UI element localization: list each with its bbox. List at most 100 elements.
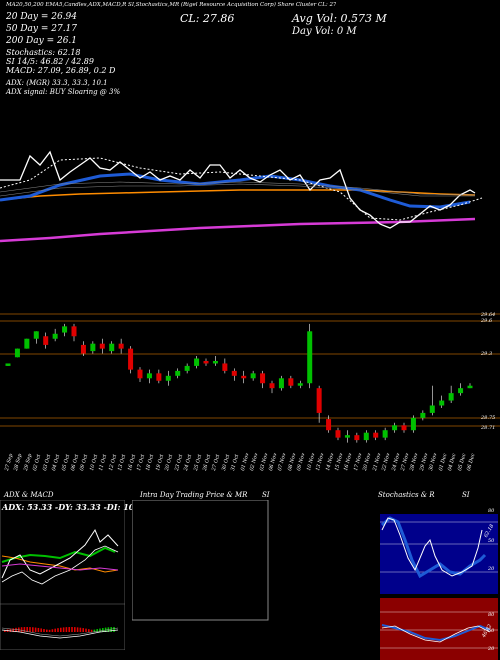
candle-body: [392, 425, 398, 431]
rsi-blue-line: [381, 624, 491, 642]
candle-body: [52, 333, 58, 339]
price-line: [0, 150, 476, 229]
candle-body: [269, 383, 275, 389]
macd-bar: [102, 628, 104, 632]
candle-body: [410, 417, 416, 431]
macd-bar: [12, 628, 14, 632]
candle-body: [241, 375, 247, 379]
candle-body: [14, 348, 20, 358]
macd-bar: [4, 630, 6, 632]
candle-body: [448, 393, 454, 401]
macd-bar: [74, 627, 76, 632]
macd-bar: [23, 627, 26, 632]
ma200-line: [0, 217, 476, 243]
intraday-panel: [132, 500, 269, 621]
macd-bar: [71, 627, 73, 632]
candle-body: [373, 432, 379, 438]
candle-body: [288, 378, 294, 386]
price-level-low1: 28.75: [481, 415, 496, 421]
candle-body: [165, 375, 171, 381]
candle-body: [128, 348, 134, 370]
adx-white-line: [1, 528, 119, 579]
candle-body: [222, 363, 228, 371]
candle-body: [326, 419, 332, 431]
macd-bar: [68, 627, 70, 632]
intraday-frame: [132, 500, 269, 621]
adx-label: ADX: (MGR) 33.3, 33.3, 10.1: [6, 79, 108, 87]
macd-bar: [32, 627, 34, 632]
candle-body: [156, 373, 162, 381]
price-level-mid: 29.3: [481, 351, 493, 357]
macd-bar: [62, 627, 65, 632]
ma50-label: 50 Day = 27.17: [6, 24, 78, 34]
candle-body: [420, 412, 426, 418]
macd-bar: [29, 627, 31, 632]
candle-body: [62, 326, 68, 333]
macd-bar: [65, 627, 68, 632]
macd-bar: [57, 628, 59, 632]
stoch-rsi-panel: [380, 514, 498, 660]
stoch-panel-title: Stochastics & R: [378, 491, 435, 499]
adx-orange-line: [1, 555, 119, 573]
candle-body: [401, 425, 407, 431]
candle-body: [90, 343, 96, 352]
macd-bar: [37, 627, 40, 632]
rsi-axis-50: 50: [488, 628, 495, 634]
candle-body: [194, 358, 200, 366]
ma20-line: [0, 172, 471, 209]
ma200-label: 200 Day = 26.1: [6, 36, 78, 46]
candle-body: [260, 373, 266, 384]
stoch-d-line: [381, 517, 483, 577]
adx-green-line: [1, 546, 116, 563]
stoch-si-label: SI: [462, 491, 470, 499]
price-level-top: 29.64: [481, 312, 496, 318]
day-volume: Day Vol: 0 M: [292, 26, 357, 37]
candle-body: [231, 370, 237, 376]
stoch-axis-50: 50: [488, 538, 495, 544]
stoch-k-line: [381, 516, 487, 579]
macd-bar: [40, 628, 42, 632]
price-level-top2: 29.6: [481, 318, 493, 324]
macd-bar: [15, 627, 17, 632]
macd-bar: [34, 627, 37, 632]
candle-body: [99, 343, 105, 349]
candle-body: [118, 343, 124, 349]
ma-band-upper: [0, 183, 475, 197]
adx-panel-title: ADX & MACD: [4, 491, 54, 499]
candle-body: [439, 400, 445, 406]
macd-signal-line: [1, 627, 119, 637]
macd-bar: [93, 629, 96, 632]
macd-bar: [43, 628, 45, 632]
rsi-label: SI 14/5: 46.82 / 42.89: [6, 57, 94, 66]
macd-bar: [88, 629, 90, 632]
candle-body: [184, 365, 190, 371]
candle-body: [467, 385, 473, 389]
macd-bar: [113, 627, 115, 632]
candle-body: [382, 430, 388, 438]
candle-body: [335, 430, 341, 438]
price-level-low2: 28.71: [481, 425, 496, 431]
rsi-white-line: [381, 625, 491, 643]
header-topline: MA20,50,200 EMA5,Candles,ADX,MACD,R SI,S…: [6, 2, 336, 8]
adx-white-line2: [1, 545, 119, 585]
adx-signal-label: ADX signal: BUY Sloaring @ 3%: [6, 88, 121, 96]
candle-body: [109, 343, 115, 352]
date-axis: 27 Sep 28 Sep 29 Sep 02 Oct 03 Oct 04 Oct 05 O…: [0, 452, 500, 482]
candle-body: [363, 432, 369, 441]
macd-label: MACD: 27.09, 26.89, 0.2 D: [6, 66, 116, 75]
macd-bar: [9, 628, 12, 632]
ma20-label: 20 Day = 26.94: [6, 12, 78, 22]
ema-line: [0, 157, 483, 221]
adx-magenta-line: [1, 563, 119, 571]
intra-si-label: SI: [262, 491, 270, 499]
candle-body: [429, 405, 435, 413]
adx-macd-panel: [0, 500, 125, 650]
candle-body: [24, 338, 30, 349]
macd-bar: [26, 627, 28, 632]
candle-body: [80, 344, 86, 354]
candle-body: [203, 360, 209, 364]
macd-bar: [46, 629, 48, 632]
candle-body: [307, 331, 313, 384]
macd-bar: [60, 627, 62, 632]
candle-group: [5, 323, 473, 443]
